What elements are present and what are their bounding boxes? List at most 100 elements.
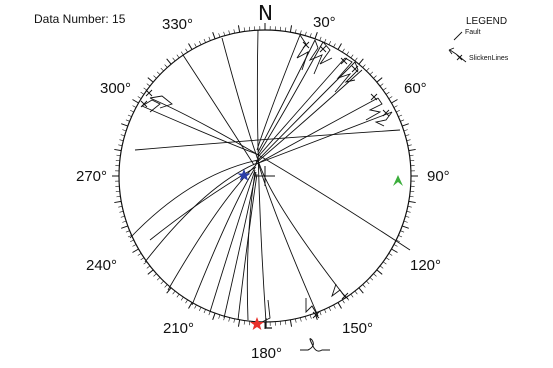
degree-tick	[369, 71, 374, 75]
degree-tick	[212, 32, 216, 39]
degree-tick	[188, 43, 193, 50]
fault-trace	[237, 173, 258, 321]
degree-tick	[407, 206, 412, 208]
degree-tick	[203, 38, 206, 43]
angle-label-30: 30°	[313, 14, 336, 31]
degree-tick	[295, 29, 297, 34]
degree-tick	[379, 83, 384, 87]
degree-tick	[118, 144, 123, 146]
degree-tick	[198, 41, 202, 45]
slickenline-marks	[141, 34, 393, 323]
degree-tick	[285, 320, 287, 325]
degree-tick	[324, 38, 327, 43]
degree-tick	[121, 225, 128, 229]
degree-tick	[391, 99, 398, 104]
degree-tick	[118, 206, 123, 208]
degree-tick	[309, 314, 312, 319]
fault-trace	[191, 167, 256, 306]
degree-tick	[350, 293, 354, 298]
degree-tick	[403, 220, 408, 223]
degree-tick	[337, 43, 342, 50]
degree-tick	[140, 91, 145, 95]
degree-tick	[314, 32, 318, 39]
angle-label-180: 180°	[251, 345, 283, 362]
degree-tick	[328, 41, 332, 45]
degree-tick	[228, 30, 230, 35]
degree-tick	[172, 57, 176, 62]
degree-tick	[289, 25, 293, 33]
degree-tick	[160, 67, 164, 72]
degree-tick	[132, 99, 139, 104]
degree-tick	[408, 148, 416, 152]
degree-tick	[147, 269, 154, 275]
degree-tick	[382, 261, 387, 265]
degree-tick	[396, 239, 400, 243]
degree-tick	[409, 154, 414, 156]
legend-fault-label: Fault	[465, 29, 481, 36]
fault-trace	[256, 34, 301, 151]
degree-tick	[137, 253, 142, 256]
degree-tick	[116, 196, 121, 198]
degree-tick	[366, 280, 370, 285]
degree-tick	[398, 235, 403, 238]
degree-tick	[233, 29, 235, 34]
degree-tick	[153, 75, 157, 79]
degree-tick	[300, 317, 302, 322]
degree-tick	[405, 215, 410, 218]
degree-tick	[295, 318, 297, 323]
degree-tick	[407, 144, 412, 146]
fault-trace	[255, 111, 393, 165]
fault-trace	[167, 164, 257, 291]
fault-trace	[257, 161, 319, 317]
degree-tick	[146, 265, 151, 269]
degree-tick	[122, 129, 127, 132]
blue-star-marker	[237, 169, 251, 181]
degree-tick	[194, 43, 197, 48]
degree-tick	[393, 105, 398, 108]
fault-trace	[255, 69, 363, 164]
red-star-marker	[250, 317, 264, 330]
degree-tick	[132, 105, 137, 108]
data-number-label: Data Number: 15	[34, 12, 126, 26]
degree-tick	[203, 309, 206, 314]
angle-label-120: 120°	[410, 257, 442, 274]
degree-tick	[362, 64, 366, 68]
degree-tick	[376, 269, 383, 275]
degree-tick	[350, 54, 354, 59]
fault-trace	[246, 171, 256, 321]
fault-trace	[255, 61, 356, 163]
degree-tick	[243, 27, 245, 32]
degree-tick	[130, 239, 134, 243]
degree-tick	[119, 139, 124, 141]
degree-tick	[402, 225, 409, 229]
degree-tick	[237, 25, 241, 33]
degree-tick	[223, 31, 226, 36]
degree-tick	[354, 290, 358, 295]
degree-tick	[379, 265, 384, 269]
angle-label-330: 330°	[162, 16, 194, 33]
green-arrowhead-marker	[393, 175, 403, 186]
degree-tick	[164, 64, 168, 68]
degree-tick	[324, 309, 327, 314]
fault-trace	[182, 54, 255, 166]
north-label: N	[258, 1, 273, 25]
angle-label-240: 240°	[86, 257, 118, 274]
degree-tick	[208, 36, 211, 41]
degree-tick	[237, 319, 241, 327]
degree-tick	[114, 148, 122, 152]
degree-tick	[309, 33, 312, 38]
degree-tick	[358, 58, 364, 65]
angle-label-150: 150°	[342, 320, 374, 337]
degree-ticks	[112, 23, 418, 329]
degree-tick	[398, 114, 403, 117]
shear-sense-icon	[300, 338, 330, 352]
degree-tick	[376, 77, 383, 83]
degree-tick	[122, 220, 127, 223]
degree-tick	[156, 71, 161, 75]
degree-tick	[396, 109, 400, 113]
degree-tick	[212, 313, 216, 320]
degree-tick	[125, 119, 130, 122]
degree-tick	[402, 123, 409, 127]
degree-tick	[342, 299, 345, 304]
degree-tick	[385, 91, 390, 95]
